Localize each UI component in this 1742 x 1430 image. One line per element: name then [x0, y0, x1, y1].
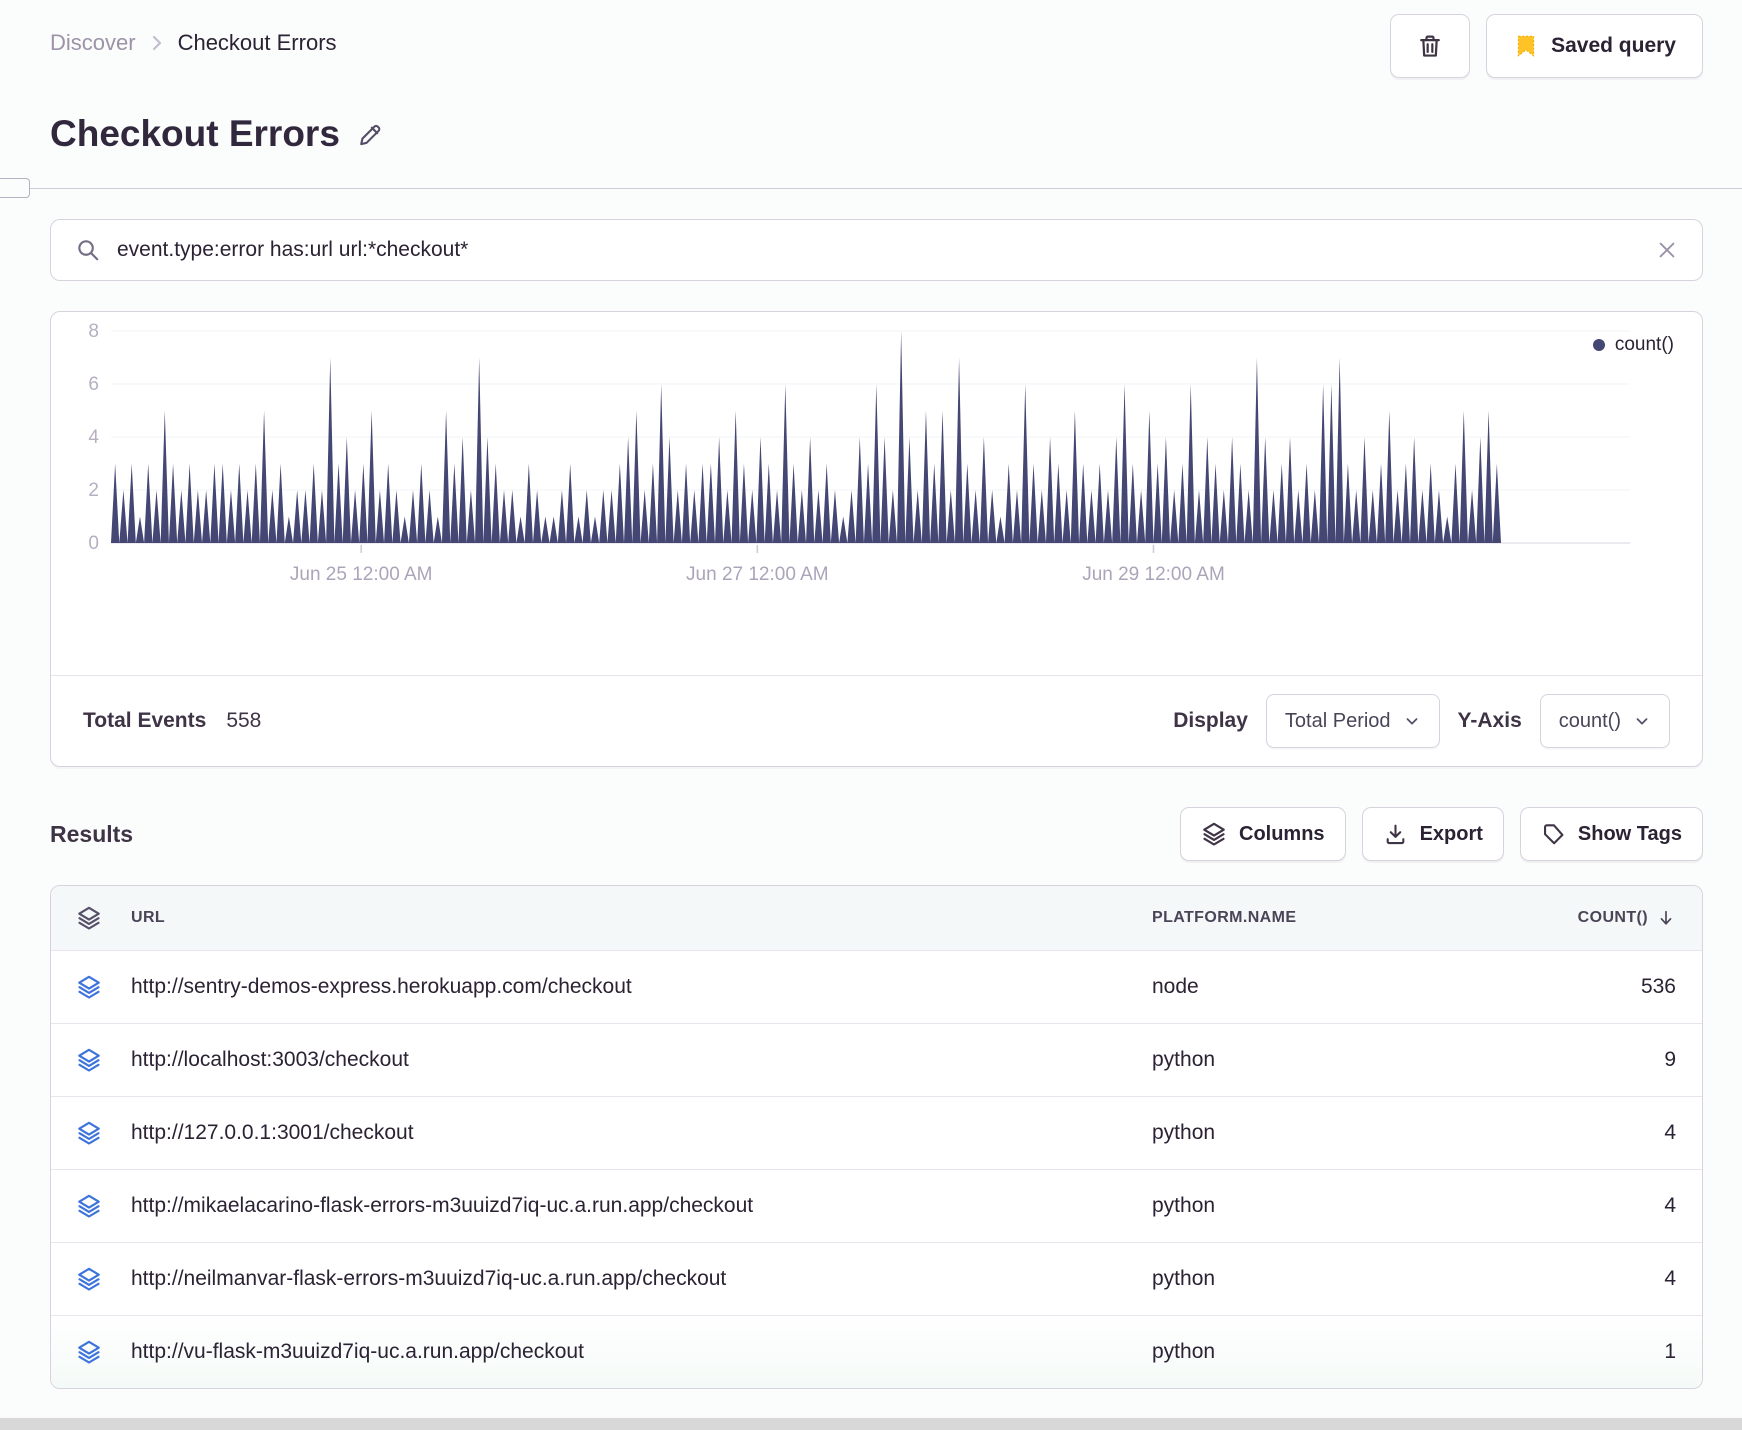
table-header: URL PLATFORM.NAME COUNT() [51, 886, 1702, 950]
toolbar: Saved query [1390, 14, 1703, 78]
platform-cell: python [1152, 1048, 1216, 1071]
platform-cell: python [1152, 1121, 1216, 1144]
platform-cell: python [1152, 1194, 1216, 1217]
count-cell: 1 [1664, 1340, 1676, 1363]
y-axis-dropdown-value: count() [1558, 709, 1621, 732]
chart-area: count() 0 2 4 6 8 Jun 25 12:00 AM Jun 27 12:00… [51, 312, 1702, 675]
sort-desc-icon [1656, 908, 1676, 928]
count-cell: 4 [1664, 1121, 1676, 1144]
chart-footer: Total Events 558 Display Total Period Y-… [51, 675, 1702, 766]
columns-button[interactable]: Columns [1180, 807, 1346, 861]
platform-cell: python [1152, 1340, 1216, 1363]
breadcrumb-chevron-icon [150, 33, 164, 53]
svg-text:Jun 29 12:00 AM: Jun 29 12:00 AM [1082, 564, 1225, 585]
results-table: URL PLATFORM.NAME COUNT() http://sentry-… [50, 885, 1703, 1389]
svg-text:6: 6 [88, 374, 99, 395]
results-table-body: http://sentry-demos-express.herokuapp.co… [51, 950, 1702, 1388]
events-chart: 0 2 4 6 8 Jun 25 12:00 AM Jun 27 12:00 AM Jun 2… [88, 321, 1630, 585]
chart-legend[interactable]: count() [1592, 334, 1674, 356]
search-icon [75, 237, 101, 263]
top-bar: Discover Checkout Errors Saved query [50, 0, 1703, 78]
events-chart-card: count() 0 2 4 6 8 Jun 25 12:00 AM Jun 27 12:00… [50, 311, 1703, 767]
url-link[interactable]: http://sentry-demos-express.herokuapp.co… [131, 975, 632, 998]
svg-text:8: 8 [88, 321, 99, 342]
layers-icon [51, 905, 117, 931]
table-row[interactable]: http://mikaelacarino-flask-errors-m3uuiz… [51, 1169, 1702, 1242]
chevron-down-icon [1403, 712, 1421, 730]
count-cell: 536 [1640, 975, 1676, 998]
export-button[interactable]: Export [1361, 807, 1504, 861]
show-tags-label: Show Tags [1577, 822, 1682, 845]
export-label: Export [1419, 822, 1483, 845]
url-link[interactable]: http://127.0.0.1:3001/checkout [131, 1121, 414, 1144]
svg-text:Jun 27 12:00 AM: Jun 27 12:00 AM [686, 564, 829, 585]
url-link[interactable]: http://neilmanvar-flask-errors-m3uuizd7i… [131, 1267, 727, 1290]
breadcrumb-discover-link[interactable]: Discover [50, 30, 136, 55]
stack-layers-icon[interactable] [51, 974, 117, 1000]
count-cell: 4 [1664, 1267, 1676, 1290]
display-dropdown[interactable]: Total Period [1265, 694, 1440, 748]
svg-text:0: 0 [88, 533, 99, 554]
page-bottom-strip [0, 1418, 1742, 1430]
table-row[interactable]: http://127.0.0.1:3001/checkout python 4 [51, 1096, 1702, 1169]
saved-query-label: Saved query [1551, 34, 1676, 57]
tag-icon [1541, 822, 1566, 847]
layers-icon [1201, 821, 1227, 847]
stack-layers-icon[interactable] [51, 1339, 117, 1365]
table-row[interactable]: http://vu-flask-m3uuizd7iq-uc.a.run.app/… [51, 1315, 1702, 1388]
svg-text:Jun 25 12:00 AM: Jun 25 12:00 AM [290, 564, 433, 585]
display-label: Display [1173, 709, 1248, 732]
total-events: Total Events 558 [83, 709, 261, 733]
stack-layers-icon[interactable] [51, 1266, 117, 1292]
chevron-down-icon [1633, 712, 1651, 730]
results-bar: Results Columns Export [50, 807, 1703, 861]
breadcrumb: Discover Checkout Errors [50, 30, 337, 56]
legend-label: count() [1614, 334, 1674, 355]
svg-text:2: 2 [88, 480, 99, 501]
columns-label: Columns [1239, 822, 1325, 845]
search-query-text: event.type:error has:url url:*checkout* [117, 238, 469, 261]
url-link[interactable]: http://vu-flask-m3uuizd7iq-uc.a.run.app/… [131, 1340, 584, 1363]
clear-search-icon[interactable] [1656, 239, 1678, 261]
table-row[interactable]: http://neilmanvar-flask-errors-m3uuizd7i… [51, 1242, 1702, 1315]
table-row[interactable]: http://localhost:3003/checkout python 9 [51, 1023, 1702, 1096]
show-tags-button[interactable]: Show Tags [1519, 807, 1703, 861]
stack-layers-icon[interactable] [51, 1047, 117, 1073]
table-row[interactable]: http://sentry-demos-express.herokuapp.co… [51, 950, 1702, 1023]
results-heading: Results [50, 820, 134, 847]
display-dropdown-value: Total Period [1284, 709, 1391, 732]
page-title: Checkout Errors [50, 110, 1703, 158]
column-header-count[interactable]: COUNT() [1480, 908, 1702, 928]
y-axis-dropdown[interactable]: count() [1539, 694, 1670, 748]
page-title-text: Checkout Errors [50, 113, 340, 154]
panel-collapse-handle[interactable] [0, 178, 30, 198]
legend-dot-icon [1592, 339, 1605, 351]
total-events-value: 558 [226, 709, 262, 732]
url-link[interactable]: http://localhost:3003/checkout [131, 1048, 409, 1071]
y-axis-label: Y-Axis [1457, 709, 1522, 732]
delete-query-button[interactable] [1390, 14, 1471, 78]
breadcrumb-current: Checkout Errors [177, 30, 337, 55]
count-cell: 4 [1664, 1194, 1676, 1217]
platform-cell: python [1152, 1267, 1216, 1290]
total-events-label: Total Events [83, 709, 207, 732]
bookmark-icon [1513, 33, 1539, 59]
url-link[interactable]: http://mikaelacarino-flask-errors-m3uuiz… [131, 1194, 754, 1217]
edit-title-pencil-icon[interactable] [356, 116, 384, 158]
stack-layers-icon[interactable] [51, 1193, 117, 1219]
svg-text:4: 4 [88, 427, 99, 448]
section-divider [0, 178, 1742, 198]
download-icon [1383, 822, 1408, 847]
trash-icon [1416, 32, 1444, 60]
platform-cell: node [1152, 975, 1199, 998]
search-input[interactable]: event.type:error has:url url:*checkout* [50, 219, 1703, 281]
stack-layers-icon[interactable] [51, 1120, 117, 1146]
column-header-platform[interactable]: PLATFORM.NAME [1152, 909, 1297, 926]
column-header-url[interactable]: URL [131, 909, 166, 926]
count-cell: 9 [1664, 1048, 1676, 1071]
saved-query-button[interactable]: Saved query [1486, 14, 1703, 78]
